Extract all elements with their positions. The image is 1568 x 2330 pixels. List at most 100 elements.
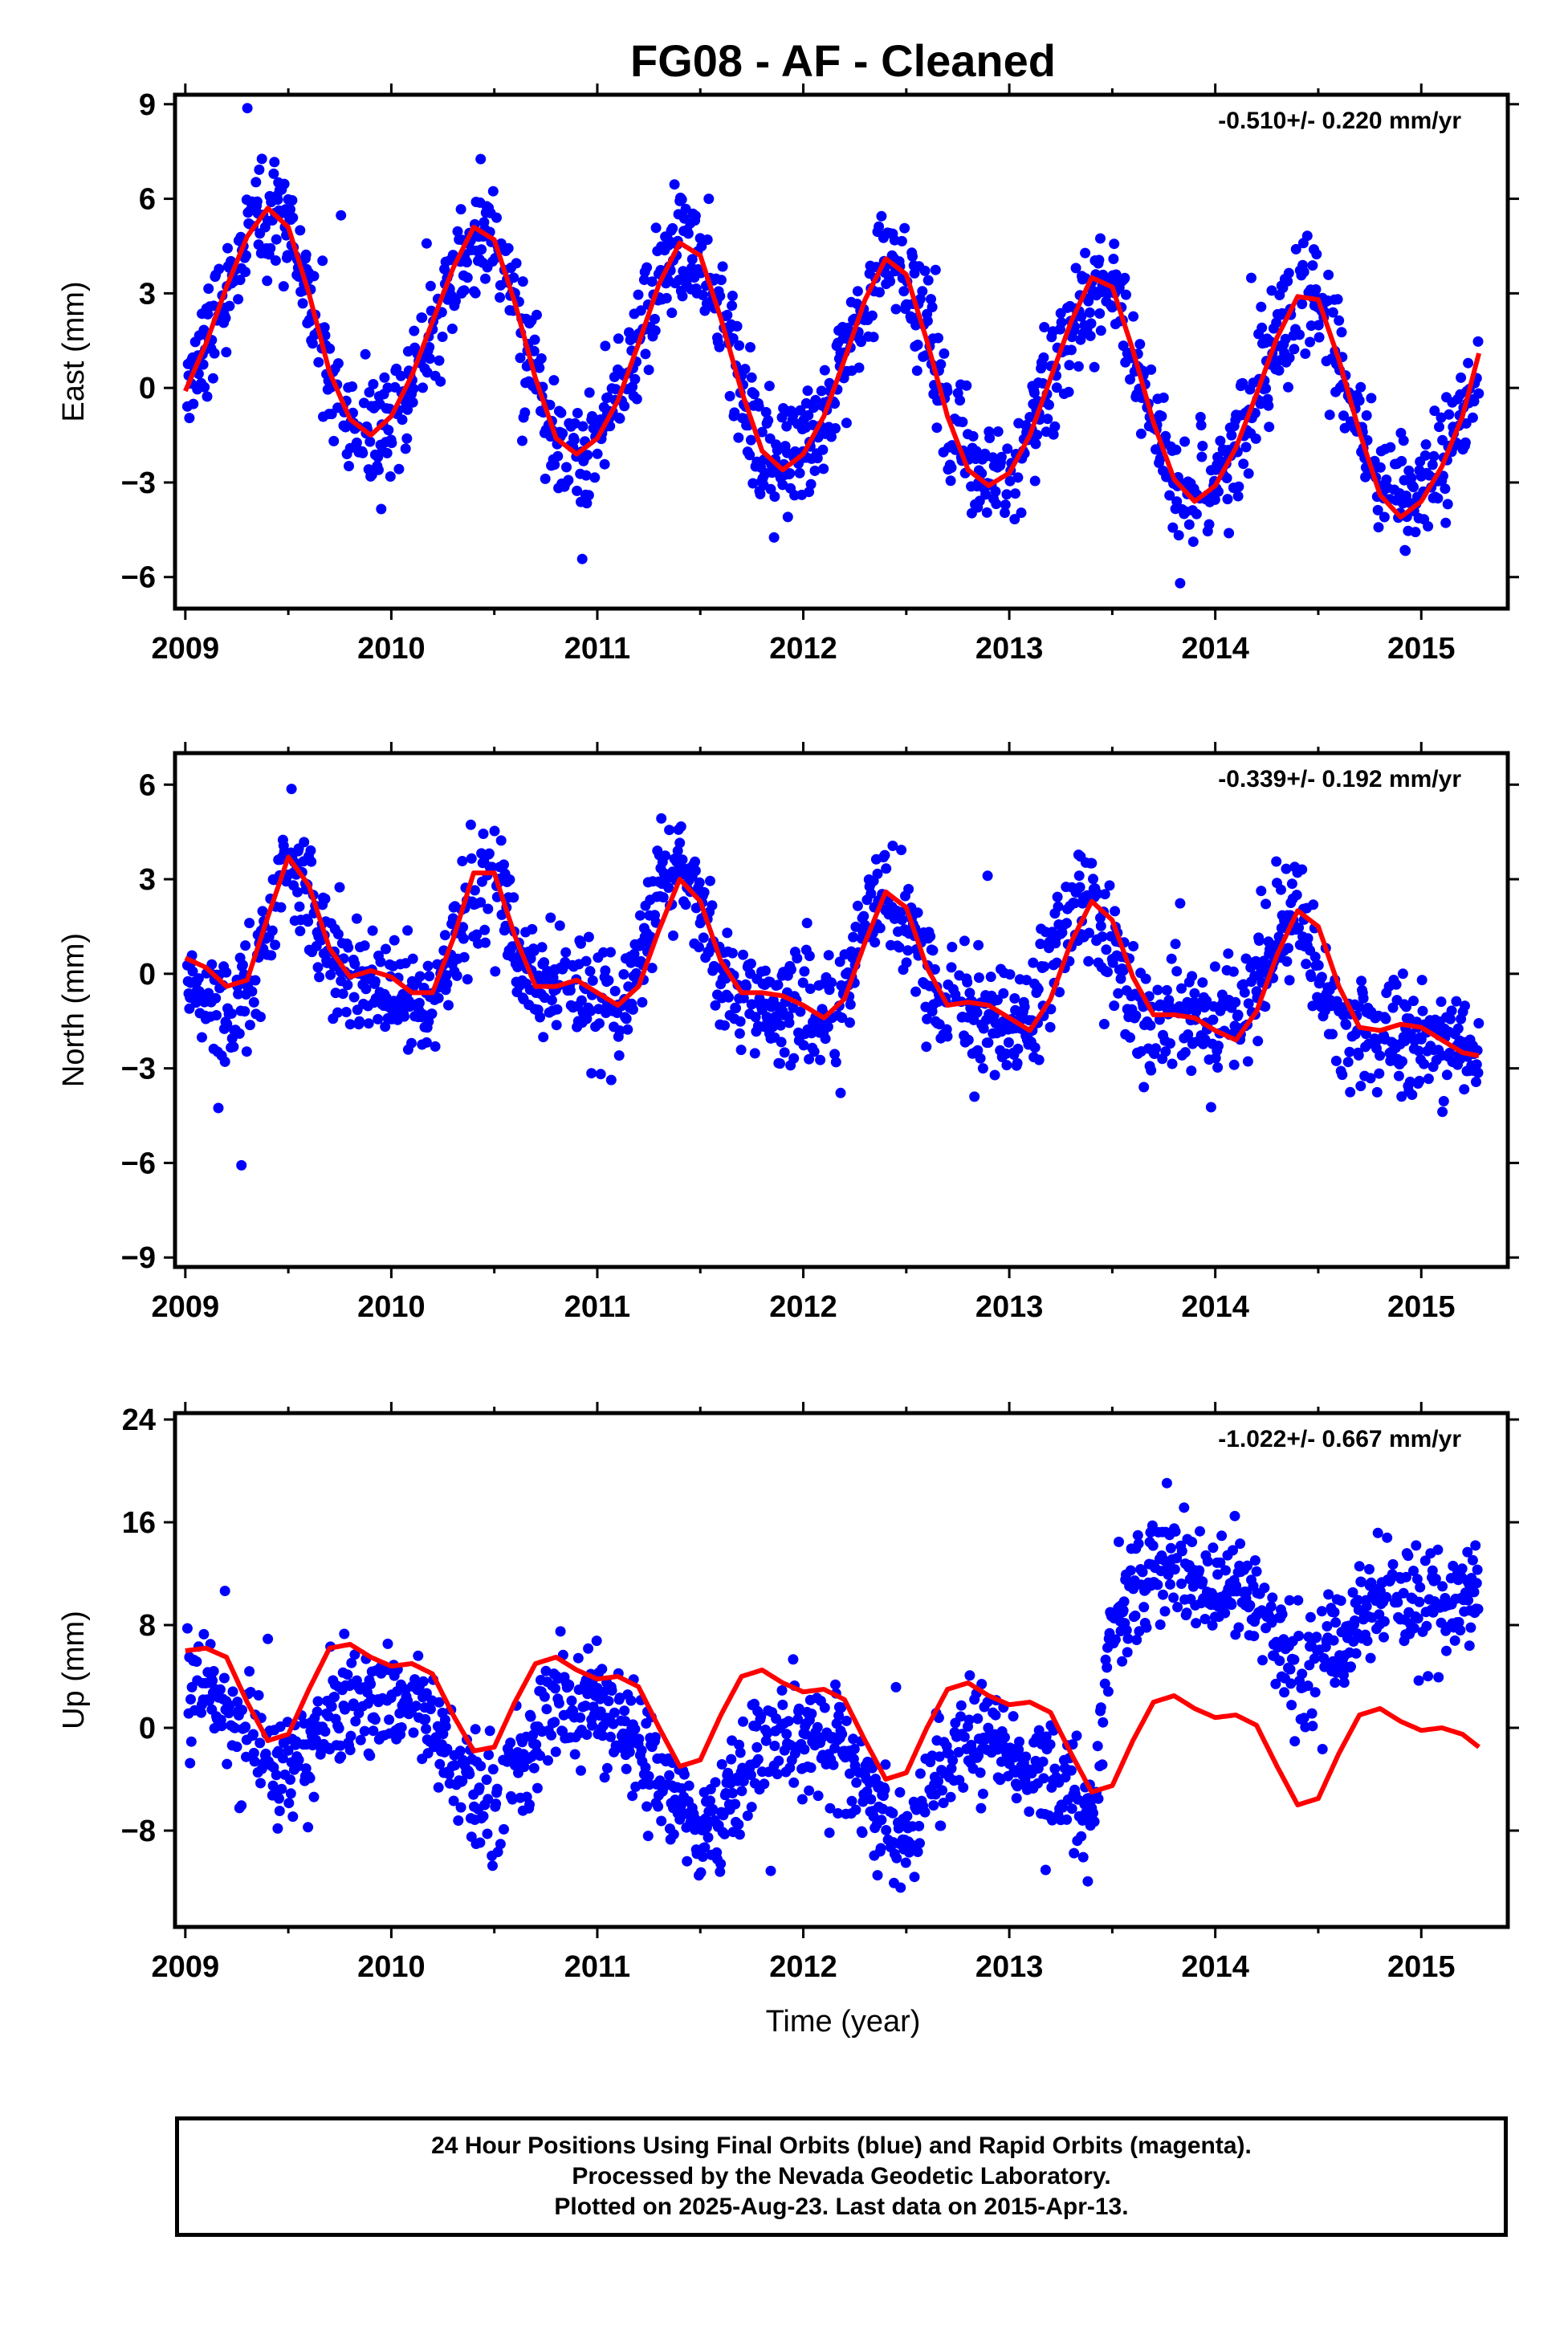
data-point <box>381 447 393 458</box>
data-point <box>1183 519 1195 530</box>
data-point <box>1021 975 1032 986</box>
data-point <box>796 1794 808 1805</box>
data-point <box>480 273 491 284</box>
data-point <box>199 381 210 393</box>
data-point <box>1260 1001 1271 1012</box>
data-point <box>1353 1595 1363 1606</box>
data-point <box>1170 1525 1181 1537</box>
data-point <box>724 390 735 401</box>
data-point <box>817 444 829 455</box>
data-point <box>1169 1564 1180 1575</box>
data-point <box>188 398 199 409</box>
data-point <box>825 1802 836 1814</box>
data-point <box>1042 413 1053 425</box>
footer-line-1: 24 Hour Positions Using Final Orbits (bl… <box>431 2132 1252 2159</box>
data-point <box>223 1708 234 1719</box>
data-point <box>1121 1625 1132 1635</box>
data-point <box>1354 395 1365 406</box>
data-point <box>1032 430 1043 441</box>
data-point <box>1161 984 1172 996</box>
data-point <box>1235 1538 1246 1550</box>
data-point <box>1349 1615 1360 1626</box>
data-point <box>885 275 896 287</box>
data-point <box>866 310 878 321</box>
data-point <box>1311 1631 1322 1643</box>
data-point <box>1085 318 1097 329</box>
data-point <box>527 1729 539 1741</box>
data-point <box>1208 1542 1219 1554</box>
x-tick-label: 2012 <box>769 1290 837 1324</box>
data-point <box>658 892 669 903</box>
data-point <box>829 1049 841 1060</box>
data-point <box>1316 972 1327 983</box>
data-point <box>1152 984 1163 996</box>
data-point <box>931 422 943 434</box>
data-point <box>1097 1759 1108 1770</box>
x-tick-label: 2014 <box>1181 1950 1249 1984</box>
data-point <box>650 1732 661 1743</box>
y-axis-label: Up (mm) <box>57 1611 91 1729</box>
data-point <box>382 1638 393 1649</box>
data-point <box>937 1785 947 1796</box>
data-point <box>489 825 500 837</box>
data-point <box>349 959 360 970</box>
data-point <box>1437 1581 1448 1592</box>
x-tick-label: 2012 <box>769 1950 837 1984</box>
data-point <box>946 962 957 973</box>
data-point <box>845 1768 855 1779</box>
data-point <box>546 995 557 1006</box>
data-point <box>339 1628 350 1640</box>
data-point <box>977 1063 988 1074</box>
data-point <box>1347 1587 1358 1598</box>
data-point <box>1213 1041 1224 1052</box>
data-point <box>1381 1591 1392 1603</box>
data-point <box>600 965 611 976</box>
data-point <box>1086 857 1098 869</box>
y-axis-label: North (mm) <box>57 933 91 1087</box>
data-point <box>925 931 936 942</box>
data-point <box>802 385 813 397</box>
data-point <box>1004 969 1016 980</box>
data-point <box>613 333 624 344</box>
footer-line-3: Plotted on 2025-Aug-23. Last data on 201… <box>554 2194 1129 2220</box>
data-point <box>902 945 914 956</box>
data-point <box>1118 1596 1130 1607</box>
data-point <box>637 996 648 1008</box>
data-point <box>279 178 290 189</box>
data-point <box>881 1825 892 1835</box>
data-point <box>303 916 314 927</box>
data-point <box>434 355 445 366</box>
data-point <box>963 1034 974 1045</box>
data-point <box>1229 1510 1240 1521</box>
data-point <box>812 453 823 464</box>
data-point <box>484 1725 495 1737</box>
data-point <box>580 1701 591 1712</box>
data-point <box>592 448 603 459</box>
data-point <box>314 972 325 983</box>
data-point <box>734 340 745 351</box>
x-tick-label: 2013 <box>975 632 1044 666</box>
data-point <box>912 1847 923 1857</box>
data-point <box>772 980 784 991</box>
model-line <box>183 206 1481 520</box>
data-point <box>1187 971 1198 982</box>
data-point <box>1167 522 1179 533</box>
data-point <box>1187 536 1199 548</box>
data-point <box>1337 1069 1348 1081</box>
data-point <box>1098 1019 1110 1029</box>
data-point <box>896 914 907 925</box>
data-point <box>906 1839 918 1851</box>
data-point <box>1463 357 1474 369</box>
data-point <box>805 1762 817 1774</box>
data-point <box>1118 1605 1129 1616</box>
data-point <box>752 1754 764 1765</box>
data-point <box>789 446 800 457</box>
data-point <box>552 1004 563 1015</box>
data-point <box>1239 987 1250 998</box>
data-point <box>745 958 756 969</box>
data-point <box>1375 1050 1386 1061</box>
data-point <box>381 943 391 955</box>
data-point <box>1438 1096 1449 1106</box>
data-point <box>528 345 540 356</box>
data-point <box>581 1729 593 1740</box>
